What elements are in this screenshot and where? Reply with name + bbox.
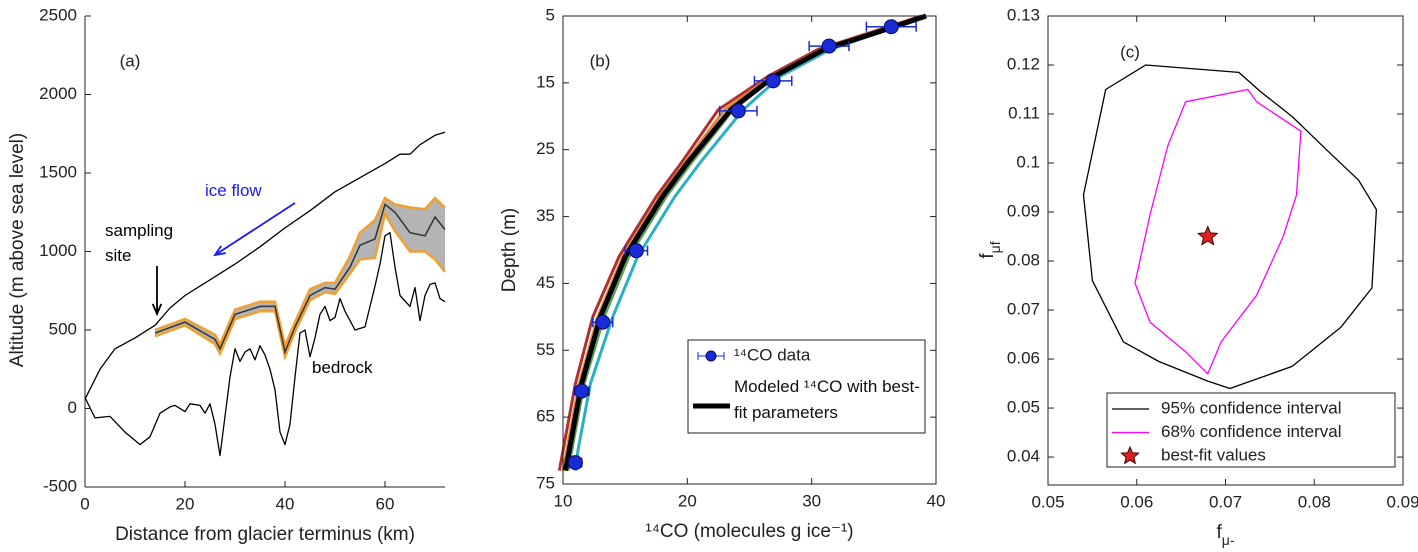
x-axis-label: Distance from glacier terminus (km)	[115, 524, 415, 545]
line	[84, 131, 446, 400]
data-point	[567, 455, 583, 471]
y-tick-label: 35	[536, 206, 555, 225]
annotation-arrow	[151, 266, 163, 317]
data-point	[730, 103, 746, 119]
y-tick-label: 0.05	[1007, 398, 1040, 417]
uncertainty-band	[155, 198, 445, 357]
legend-label: ¹⁴CO data	[734, 345, 811, 364]
y-axis-label-part: f	[977, 253, 998, 259]
y-tick-label: -500	[43, 476, 77, 495]
annotation: bedrock	[312, 358, 373, 377]
x-tick-label: 0.06	[1120, 492, 1153, 511]
x-tick-label: 30	[802, 491, 821, 510]
y-tick-label: 5	[546, 5, 555, 24]
band-edge	[154, 210, 446, 361]
x-tick-label: 40	[927, 491, 946, 510]
x-tick-label: 20	[678, 491, 697, 510]
data-point	[574, 383, 590, 399]
band-edge	[154, 196, 446, 350]
legend-label: best-fit values	[1161, 445, 1266, 464]
panel	[557, 13, 937, 485]
data-point	[628, 243, 644, 259]
x-axis-label-part: f	[1216, 522, 1222, 543]
data-point	[883, 19, 899, 35]
annotation-box: ice flow	[205, 181, 262, 200]
axes-box	[562, 15, 937, 485]
legend-label: 95% confidence interval	[1161, 398, 1342, 417]
y-tick-label: 0	[68, 398, 77, 417]
modeled-bed	[154, 203, 446, 355]
y-tick-label: 0.04	[1007, 447, 1040, 466]
x-tick-label: 0.05	[1031, 492, 1064, 511]
annotation: sampling site	[105, 221, 174, 265]
x-tick-label: 0.09	[1386, 492, 1418, 511]
legend-box	[687, 339, 926, 434]
y-tick-label: 2500	[39, 5, 77, 24]
y-tick-label: 2000	[39, 84, 77, 103]
panel	[1047, 15, 1404, 486]
data-point	[595, 314, 611, 330]
x-tick-label: 0.07	[1209, 492, 1242, 511]
y-tick-label: 0.09	[1007, 202, 1040, 221]
legend-label-box: Modeled ¹⁴CO with best-fit parameters	[734, 377, 920, 422]
x-tick-label: 0	[80, 494, 89, 513]
annotation-arrow	[213, 202, 296, 257]
y-tick-label: 1500	[39, 162, 77, 181]
y-tick-label: 55	[536, 340, 555, 359]
y-tick-label: 0.12	[1007, 54, 1040, 73]
legend-label: 68% confidence interval	[1161, 422, 1342, 441]
legend-label: Modeled ¹⁴CO with best-fit parameters	[734, 377, 920, 422]
annotation: ice flow	[205, 181, 262, 200]
y-axis-label-part: μf	[987, 241, 1003, 253]
y-axis-label: Altitude (m above sea level)	[7, 133, 28, 367]
y-axis-label: fμf	[977, 241, 1003, 258]
y-tick-label: 0.08	[1007, 251, 1040, 270]
y-tick-label: 0.1	[1016, 153, 1040, 172]
y-axis-label: Depth (m)	[499, 208, 520, 292]
panel-label: (a)	[120, 51, 141, 70]
x-tick-label: 40	[276, 494, 295, 513]
panel	[84, 15, 446, 488]
x-tick-label: 10	[554, 491, 573, 510]
y-tick-label: 0.13	[1007, 5, 1040, 24]
x-axis-label-part: μ-	[1222, 532, 1235, 548]
panel-label: (b)	[590, 51, 611, 70]
confidence-contour	[1082, 64, 1378, 390]
y-tick-label: 1000	[39, 241, 77, 260]
legend-marker	[705, 350, 717, 362]
x-axis-label: ¹⁴CO (molecules g ice⁻¹)	[645, 521, 853, 542]
data-point	[821, 38, 837, 54]
y-tick-label: 25	[536, 139, 555, 158]
y-tick-label: 500	[49, 319, 77, 338]
line	[84, 232, 446, 457]
x-tick-label: 20	[176, 494, 195, 513]
y-tick-label: 15	[536, 72, 555, 91]
data-point	[765, 73, 781, 89]
y-tick-label: 0.06	[1007, 349, 1040, 368]
x-tick-label: 0.08	[1298, 492, 1331, 511]
annotation-box: sampling site	[105, 221, 174, 265]
legend-box	[1106, 392, 1396, 468]
y-tick-label: 45	[536, 273, 555, 292]
y-tick-label: 0.07	[1007, 300, 1040, 319]
annotation-box: bedrock	[312, 358, 373, 377]
panel-label: (c)	[1120, 42, 1140, 61]
legend-marker	[1120, 445, 1140, 465]
x-tick-label: 60	[376, 494, 395, 513]
best-fit-star	[1196, 225, 1219, 246]
y-tick-label: 0.11	[1008, 103, 1040, 122]
y-tick-label: 75	[536, 473, 555, 492]
y-tick-label: 65	[536, 407, 555, 426]
confidence-contour	[1134, 88, 1302, 375]
x-axis-label: fμ-	[1216, 522, 1234, 548]
